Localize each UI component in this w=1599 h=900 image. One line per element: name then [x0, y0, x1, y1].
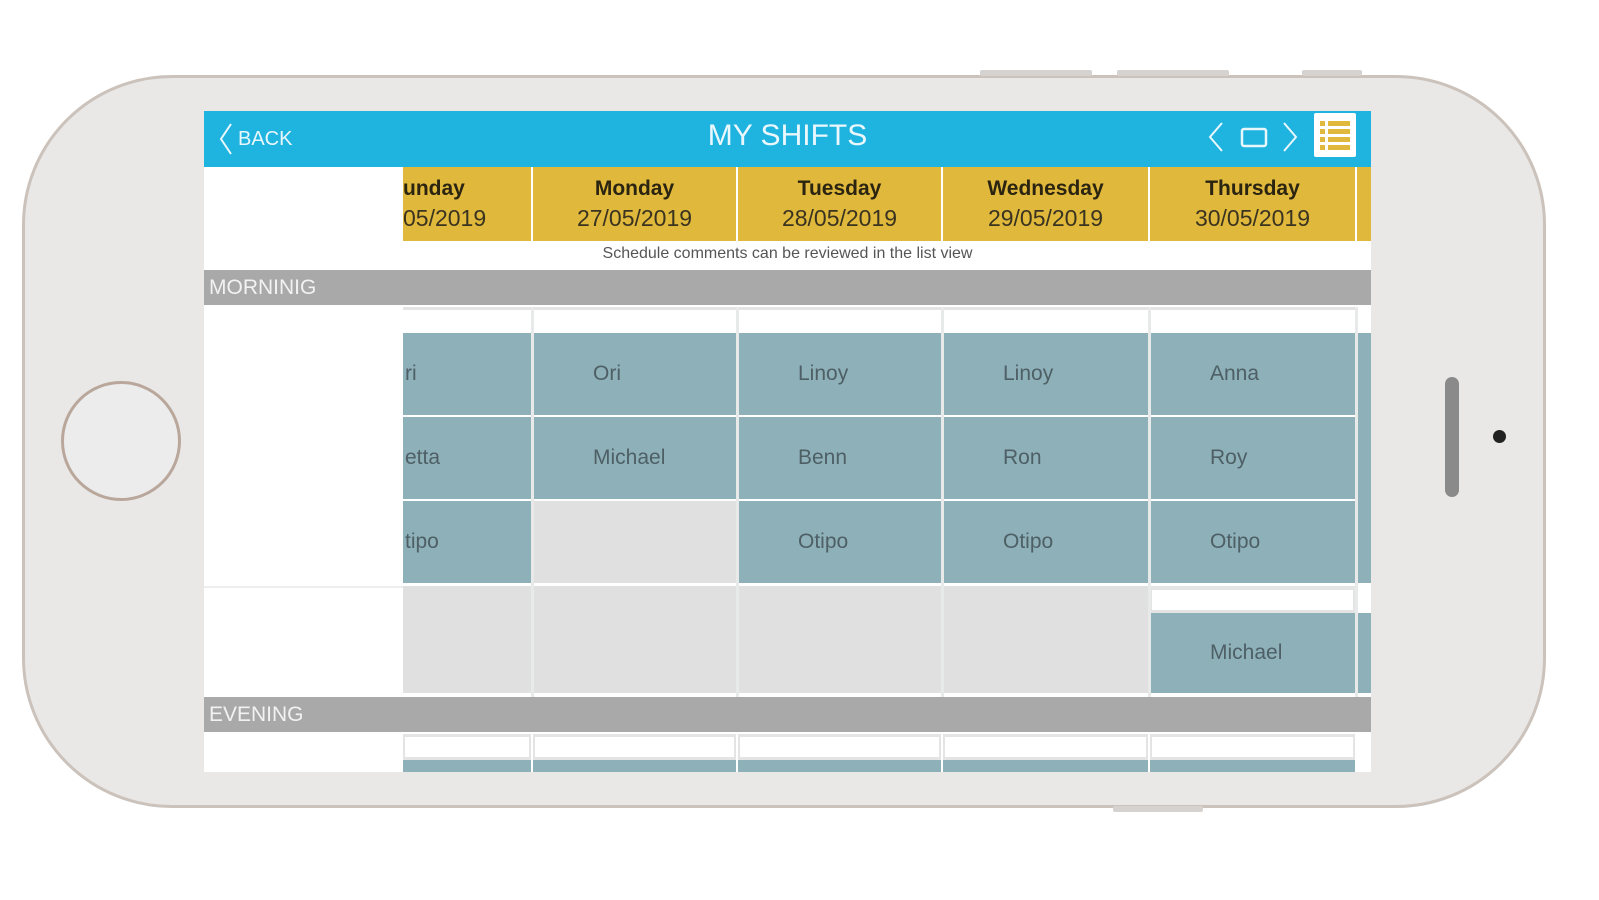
calendar-today-icon[interactable]	[1239, 124, 1269, 150]
top-bar	[204, 111, 1371, 167]
shift-slot-header	[1152, 590, 1353, 610]
prev-week-icon[interactable]	[1206, 121, 1226, 153]
shift-slot-header	[740, 310, 939, 330]
empty-shift-cell	[943, 586, 1148, 693]
volume-button	[1117, 70, 1229, 76]
column-divider	[531, 307, 534, 697]
shift-cell[interactable]: Ori	[533, 333, 736, 415]
shift-cell[interactable]: Michael	[1150, 613, 1355, 693]
column-divider	[1148, 307, 1151, 697]
shift-slot-header	[405, 310, 529, 330]
shift-cell-evening[interactable]	[533, 760, 736, 772]
shift-cell-evening[interactable]	[738, 760, 941, 772]
shift-slot-header	[1152, 737, 1353, 757]
speaker	[1445, 377, 1459, 497]
next-week-icon[interactable]	[1280, 121, 1300, 153]
shift-cell-evening[interactable]	[1150, 760, 1355, 772]
column-divider	[941, 307, 944, 697]
shift-cell[interactable]: Linoy	[738, 333, 941, 415]
day-date: 28/05/2019	[781, 205, 898, 231]
shift-cell[interactable]: Otipo	[1150, 501, 1355, 583]
shift-slot-header	[945, 310, 1146, 330]
row-strip	[738, 307, 941, 310]
back-label: BACK	[238, 127, 293, 150]
shift-cell[interactable]: Otipo	[943, 501, 1148, 583]
app-screen: MY SHIFTS BACK Schedule comments can be …	[204, 111, 1371, 772]
column-divider	[1355, 307, 1358, 697]
day-header: Thursday 30/05/2019	[1150, 167, 1355, 241]
day-header: Wednesday 29/05/2019	[943, 167, 1148, 241]
day-date: 29/05/2019	[987, 205, 1104, 231]
page-title: MY SHIFTS	[707, 119, 868, 152]
day-name: Tuesday	[797, 177, 882, 200]
row-strip	[533, 307, 736, 310]
shift-cell[interactable]: Linoy	[943, 333, 1148, 415]
shift-slot-header	[945, 737, 1146, 757]
day-header-partial	[1357, 167, 1371, 241]
day-name: Monday	[594, 177, 675, 200]
shift-cell-evening[interactable]	[943, 760, 1148, 772]
shift-cell-evening[interactable]	[403, 760, 531, 772]
empty-shift-cell	[738, 586, 941, 693]
day-header: unday 05/2019	[403, 167, 531, 241]
day-date: 27/05/2019	[576, 205, 693, 231]
empty-shift-cell	[403, 586, 531, 693]
row-divider	[204, 586, 403, 588]
empty-shift-cell	[533, 501, 736, 583]
shift-slot-header	[535, 737, 734, 757]
list-icon	[1320, 121, 1350, 150]
shift-cell[interactable]: Ron	[943, 417, 1148, 499]
shift-slot-header	[740, 737, 939, 757]
day-date: 30/05/2019	[1194, 205, 1311, 231]
shift-cell-partial	[1357, 333, 1371, 583]
day-name: Thursday	[1205, 177, 1300, 200]
day-header: Monday 27/05/2019	[533, 167, 736, 241]
day-date: 05/2019	[403, 205, 487, 231]
day-name: Wednesday	[987, 177, 1104, 200]
shift-cell-partial	[1357, 613, 1371, 693]
home-button[interactable]	[61, 381, 181, 501]
camera-icon	[1493, 430, 1506, 443]
shift-cell[interactable]: Otipo	[738, 501, 941, 583]
list-view-button[interactable]	[1314, 113, 1356, 157]
shift-slot-header	[535, 310, 734, 330]
back-button[interactable]: BACK	[218, 119, 292, 159]
volume-button	[980, 70, 1092, 76]
section-morning: MORNINIG	[204, 270, 1371, 305]
row-strip	[1150, 307, 1355, 310]
shift-slot-header	[405, 737, 529, 757]
shift-cell[interactable]: Benn	[738, 417, 941, 499]
shift-cell[interactable]: tipo	[403, 501, 531, 583]
chevron-left-icon	[219, 123, 232, 155]
power-button	[1113, 806, 1203, 812]
shift-cell[interactable]: Roy	[1150, 417, 1355, 499]
mute-switch	[1302, 70, 1362, 76]
shift-cell[interactable]: etta	[403, 417, 531, 499]
shift-cell[interactable]: Anna	[1150, 333, 1355, 415]
schedule-comment-note: Schedule comments can be reviewed in the…	[602, 245, 973, 262]
day-name: unday	[403, 177, 465, 200]
column-divider	[736, 307, 739, 697]
section-evening: EVENING	[204, 697, 1371, 732]
empty-shift-cell	[533, 586, 736, 693]
shift-cell[interactable]: ri	[403, 333, 531, 415]
day-header: Tuesday 28/05/2019	[738, 167, 941, 241]
row-strip	[403, 307, 531, 310]
row-strip	[943, 307, 1148, 310]
shift-slot-header	[1152, 310, 1353, 330]
shift-cell[interactable]: Michael	[533, 417, 736, 499]
